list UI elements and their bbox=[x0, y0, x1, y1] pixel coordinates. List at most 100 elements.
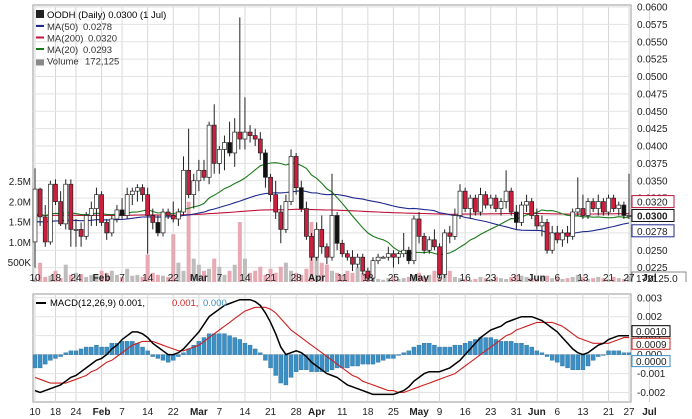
macd-hist-bar bbox=[473, 339, 478, 355]
x-axis-label: 25 bbox=[388, 273, 400, 282]
macd-hist-bar bbox=[401, 352, 406, 355]
candle bbox=[401, 232, 407, 258]
macd-hist-bar bbox=[268, 354, 273, 369]
macd-last-labels: 0.0010 0.0009 0.0000 bbox=[631, 325, 671, 368]
volume-bar bbox=[278, 266, 283, 282]
volume-bar bbox=[616, 278, 621, 282]
candle-body bbox=[462, 190, 468, 209]
macd-tick-label: 0.002 bbox=[637, 312, 662, 323]
candle bbox=[355, 253, 360, 268]
macd-hist-bar bbox=[386, 354, 391, 359]
macd-hist-bar bbox=[145, 350, 150, 355]
title-marker-icon bbox=[36, 10, 44, 18]
candle bbox=[370, 257, 376, 282]
macd-hist-bar bbox=[247, 344, 253, 355]
volume-bar bbox=[68, 274, 73, 282]
x-axis-label: 7 bbox=[119, 273, 125, 282]
candle bbox=[63, 179, 69, 230]
candle-body bbox=[165, 211, 171, 216]
candle-body bbox=[237, 131, 243, 140]
volume-last-box bbox=[631, 271, 687, 282]
candle-body bbox=[88, 208, 94, 216]
volume-bar bbox=[63, 264, 68, 282]
macd-hist-bar bbox=[555, 354, 560, 363]
macd-hist-bar bbox=[273, 354, 278, 376]
volume-bar bbox=[253, 270, 258, 282]
x-axis-label: 28 bbox=[291, 273, 303, 282]
candle bbox=[334, 212, 340, 251]
candle-body bbox=[319, 229, 325, 248]
volume-bar bbox=[258, 266, 263, 282]
macd-hist-bar bbox=[165, 354, 171, 363]
x-axis-label: 16 bbox=[460, 273, 472, 282]
macd-tick-label: -0.001 bbox=[637, 369, 666, 380]
macd-x-axis-label: Jul bbox=[642, 407, 657, 418]
candle-body bbox=[78, 229, 84, 237]
price-x-axis-labels: 10 18 24 Feb 7 14 22 Mar 7 14 21 28 Apr 11 18 25 May 9 16 2… bbox=[29, 273, 656, 282]
candle bbox=[416, 212, 422, 244]
macd-x-axis-label: 14 bbox=[239, 407, 251, 418]
candle bbox=[606, 194, 611, 216]
volume-bar bbox=[601, 278, 606, 282]
candle bbox=[170, 201, 176, 223]
candle-body bbox=[201, 169, 207, 178]
candle-body bbox=[48, 183, 53, 243]
candle bbox=[478, 187, 483, 216]
legend-name: MA(200) bbox=[47, 34, 83, 45]
volume-bar bbox=[621, 278, 626, 282]
x-axis-label: 21 bbox=[265, 273, 277, 282]
volume-bar bbox=[53, 270, 58, 282]
macd-hist-bar bbox=[360, 354, 365, 365]
candle-body bbox=[109, 218, 115, 234]
candle bbox=[304, 201, 309, 240]
candle-body bbox=[570, 211, 576, 237]
macd-hist-bar bbox=[544, 354, 550, 357]
candle bbox=[442, 229, 448, 279]
candle bbox=[611, 194, 616, 213]
macd-hist-bar bbox=[283, 354, 289, 386]
macd-hist-bar bbox=[160, 354, 166, 361]
volume-bar bbox=[150, 272, 155, 282]
macd-hist-bar bbox=[421, 343, 427, 355]
volume-bar bbox=[545, 275, 550, 282]
volume-bar bbox=[289, 270, 294, 282]
candle bbox=[298, 180, 304, 213]
macd-last-label: 0.0010 bbox=[636, 327, 667, 338]
legend-value: 172,125 bbox=[85, 57, 119, 68]
candle bbox=[237, 17, 243, 150]
candle bbox=[360, 253, 366, 275]
candle-body bbox=[42, 216, 48, 243]
macd-hist-bar bbox=[590, 354, 596, 361]
candle-body bbox=[350, 256, 355, 265]
candle bbox=[42, 205, 48, 247]
candle bbox=[263, 149, 268, 188]
volume-bar bbox=[268, 268, 273, 282]
candle-body bbox=[575, 208, 581, 213]
macd-legend-hist: 0.000 bbox=[203, 298, 227, 309]
macd-hist-bar bbox=[314, 354, 319, 372]
candle-body bbox=[155, 222, 161, 234]
candle-body bbox=[104, 222, 110, 234]
volume-bar bbox=[201, 270, 206, 282]
candle bbox=[524, 194, 529, 213]
candle bbox=[529, 198, 535, 219]
candle bbox=[99, 191, 104, 226]
macd-hist-bar bbox=[493, 339, 499, 355]
candle-body bbox=[309, 236, 314, 258]
macd-hist-bar bbox=[585, 354, 591, 367]
candle bbox=[549, 225, 555, 254]
last-value-box bbox=[631, 224, 675, 238]
candle-body bbox=[524, 201, 529, 206]
candle-body bbox=[145, 194, 151, 216]
volume-bar bbox=[33, 278, 37, 282]
candle-body bbox=[544, 222, 550, 251]
candle bbox=[181, 156, 186, 216]
volume-bar bbox=[38, 262, 43, 282]
macd-hist-bar bbox=[263, 354, 268, 361]
legend-name: MA(50) bbox=[47, 22, 78, 33]
legend-swatch bbox=[36, 36, 44, 39]
candle-body bbox=[53, 183, 58, 202]
legend-value: 0.0278 bbox=[83, 22, 112, 33]
x-axis-label: 10 bbox=[29, 273, 41, 282]
macd-x-axis-label: 6 bbox=[555, 407, 561, 418]
